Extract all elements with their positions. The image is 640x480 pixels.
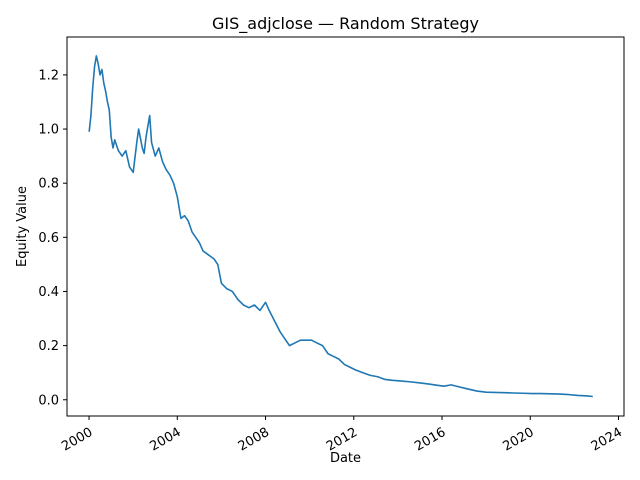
y-tick-label: 0.4 <box>38 285 59 300</box>
x-tick-label: 2004 <box>148 425 184 455</box>
x-tick-label: 2016 <box>412 425 448 455</box>
x-tick-label: 2012 <box>324 425 360 455</box>
x-axis-label: Date <box>330 451 361 466</box>
x-tick-label: 2008 <box>236 425 272 455</box>
x-tick-label: 2024 <box>589 425 625 455</box>
y-tick-label: 1.2 <box>38 68 59 83</box>
chart-title: GIS_adjclose — Random Strategy <box>212 14 479 34</box>
x-tick-label: 2000 <box>59 425 95 455</box>
y-tick-label: 0.8 <box>38 177 59 192</box>
plot-frame <box>66 36 625 417</box>
y-tick-label: 0.2 <box>38 339 59 354</box>
y-tick-label: 0.6 <box>38 231 59 246</box>
y-tick-label: 0.0 <box>38 393 59 408</box>
x-axis-ticks: 2000 2004 2008 2012 2016 2020 2024 <box>59 416 625 454</box>
y-axis-ticks: 0.0 0.2 0.4 0.6 0.8 1.0 1.2 <box>38 68 67 408</box>
y-axis-label: Equity Value <box>15 186 30 267</box>
y-tick-label: 1.0 <box>38 123 59 138</box>
series-line-0 <box>88 55 593 398</box>
x-tick-label: 2020 <box>501 425 537 455</box>
plot-area <box>66 36 625 417</box>
